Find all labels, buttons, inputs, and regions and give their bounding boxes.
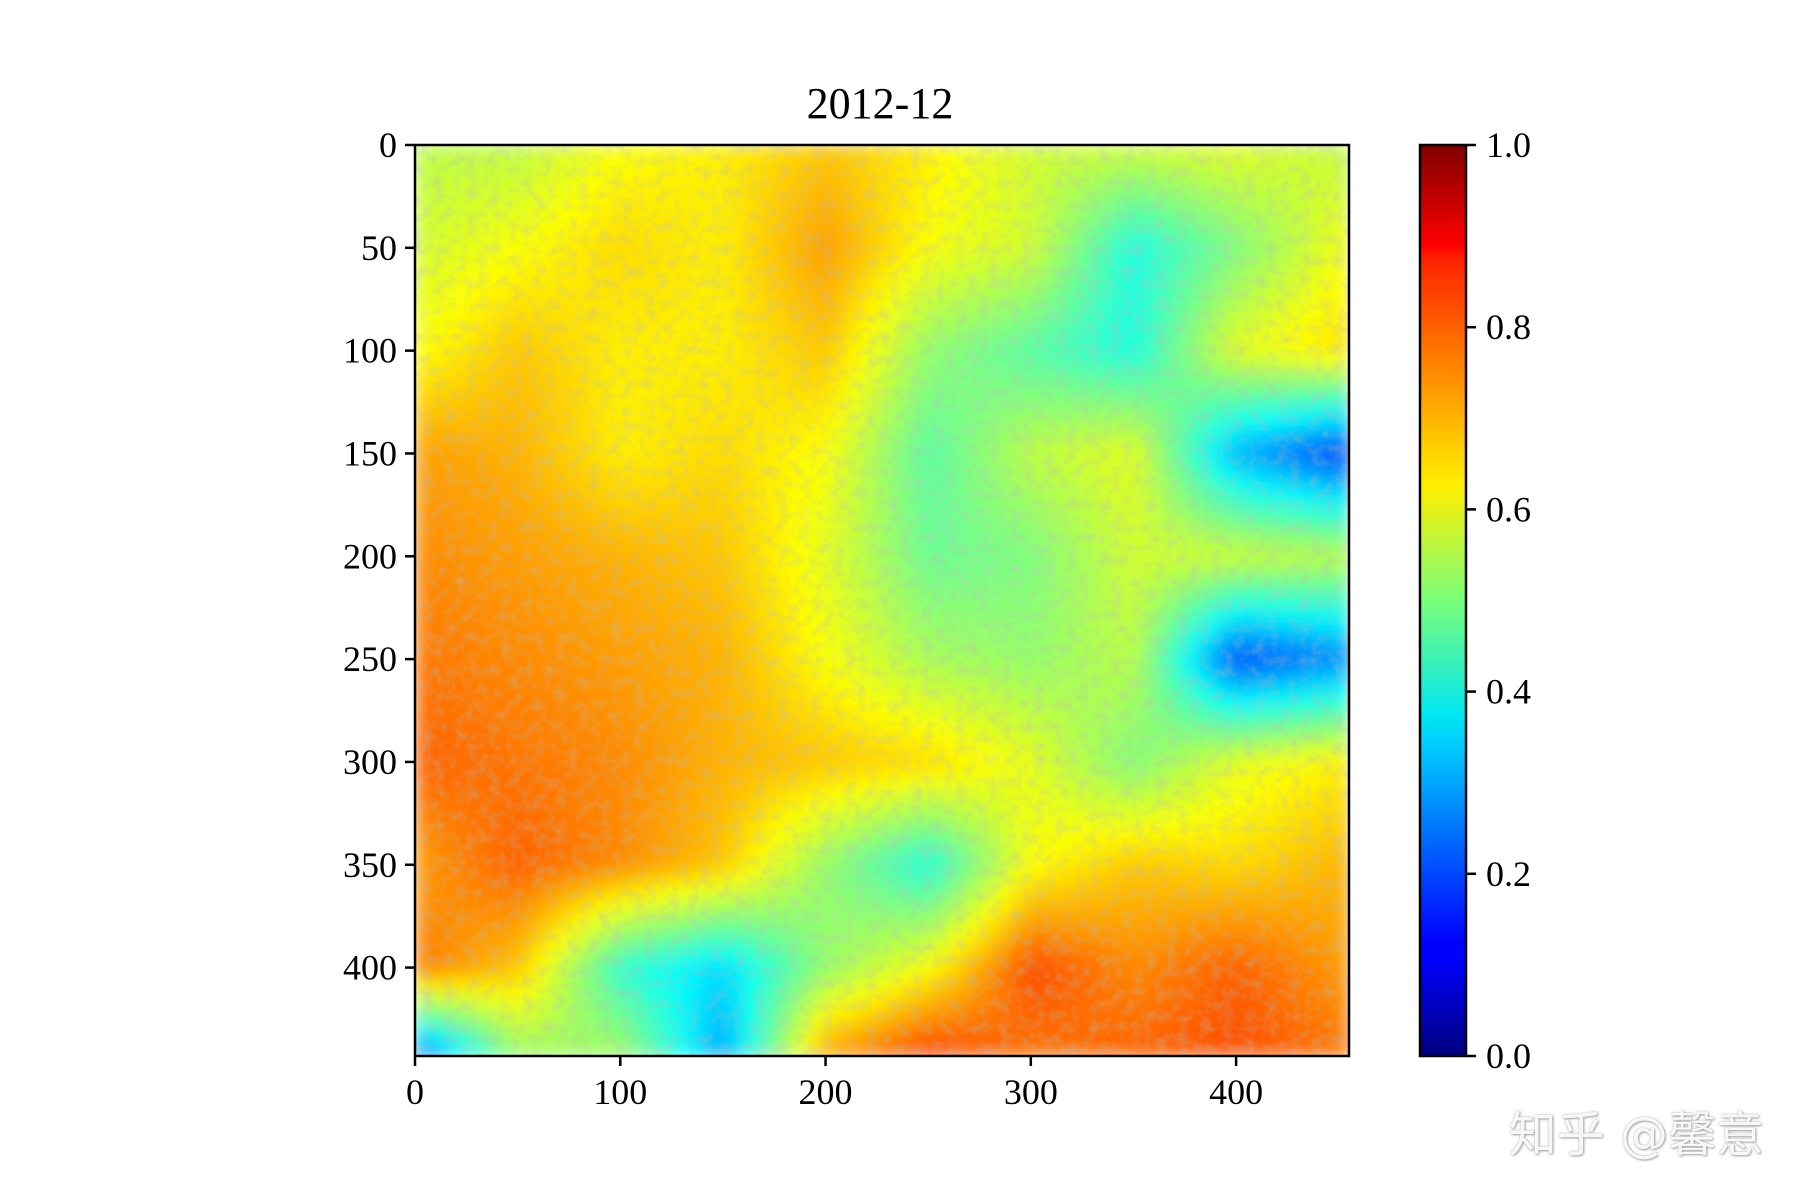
y-tick-label: 150	[343, 433, 397, 473]
colorbar-axis: 0.0 0.2 0.4 0.6 0.8 1.0	[1466, 125, 1531, 1076]
y-tick-label: 200	[343, 536, 397, 576]
y-tick-label: 400	[343, 948, 397, 988]
chart-title: 2012-12	[807, 79, 954, 128]
colorbar-tick-label: 1.0	[1486, 125, 1531, 165]
colorbar-tick-label: 0.4	[1486, 672, 1531, 712]
y-tick-label: 0	[379, 125, 397, 165]
y-tick-label: 350	[343, 845, 397, 885]
colorbar-tick-label: 0.6	[1486, 489, 1531, 529]
heatmap-image	[415, 145, 1349, 1056]
plot-frame	[413, 143, 1351, 1058]
y-tick-label: 100	[343, 331, 397, 371]
x-tick-label: 0	[406, 1072, 424, 1112]
y-tick-label: 250	[343, 639, 397, 679]
colorbar-tick-label: 0.8	[1486, 307, 1531, 347]
x-tick-label: 300	[1004, 1072, 1058, 1112]
x-tick-label: 200	[799, 1072, 853, 1112]
colorbar-tick-label: 0.0	[1486, 1036, 1531, 1076]
y-axis: 0 50 100 150 200 250 300 350 400	[343, 125, 415, 988]
heatmap-texture	[415, 145, 1349, 1056]
colorbar	[1418, 143, 1468, 1058]
x-tick-label: 100	[593, 1072, 647, 1112]
watermark: 知乎 @馨意	[1508, 1107, 1764, 1163]
colorbar-tick-label: 0.2	[1486, 854, 1531, 894]
y-tick-label: 50	[361, 228, 397, 268]
y-tick-label: 300	[343, 742, 397, 782]
x-axis: 0 100 200 300 400	[406, 1056, 1263, 1112]
x-tick-label: 400	[1209, 1072, 1263, 1112]
